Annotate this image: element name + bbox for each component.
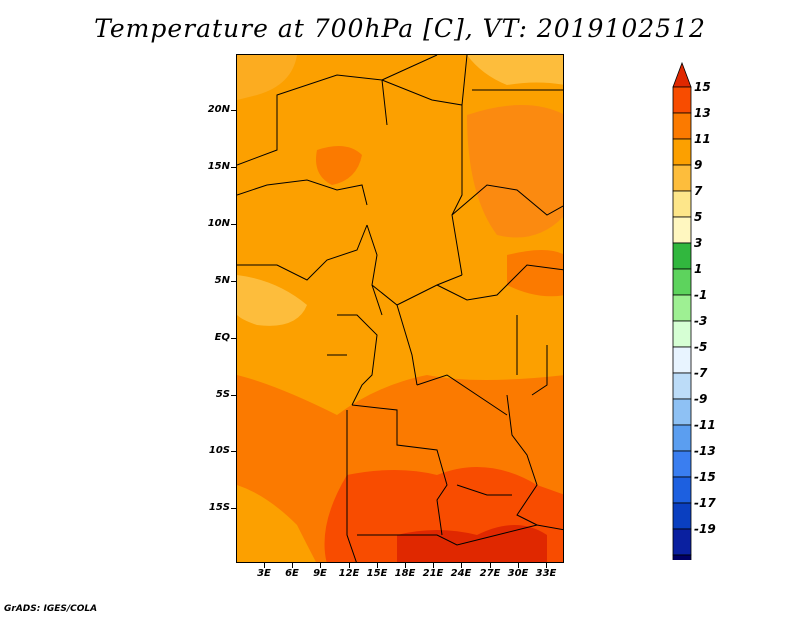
colorbar-label: 7: [694, 184, 703, 198]
lon-label: 33E: [535, 568, 557, 579]
grads-credit: GrADS: IGES/COLA: [4, 604, 98, 614]
colorbar-label: -3: [694, 314, 708, 328]
colorbar-label: 1: [694, 262, 703, 276]
lat-label: 5S: [215, 389, 230, 400]
lat-tick: [231, 110, 236, 111]
colorbar-label: -19: [694, 522, 716, 536]
lon-label: 15E: [366, 568, 388, 579]
colorbar-label: -15: [694, 470, 716, 484]
lat-tick: [231, 395, 236, 396]
colorbar-top-arrow: [672, 61, 692, 88]
lon-label: 30E: [507, 568, 529, 579]
colorbar-box: [672, 372, 692, 400]
lon-tick: [292, 563, 293, 568]
colorbar-box: [672, 138, 692, 166]
lat-tick: [231, 224, 236, 225]
lon-tick: [349, 563, 350, 568]
colorbar-label: -11: [694, 418, 716, 432]
lat-tick: [231, 508, 236, 509]
colorbar-box: [672, 450, 692, 478]
lon-tick: [461, 563, 462, 568]
lon-tick: [433, 563, 434, 568]
lon-label: 3E: [257, 568, 271, 579]
colorbar-label: 13: [694, 106, 711, 120]
colorbar-box: [672, 502, 692, 530]
lat-label: 10S: [208, 445, 230, 456]
lon-label: 12E: [338, 568, 360, 579]
lon-tick: [546, 563, 547, 568]
lat-label: 5N: [214, 275, 230, 286]
colorbar-label: -7: [694, 366, 708, 380]
lat-tick: [231, 451, 236, 452]
colorbar-box: [672, 164, 692, 192]
lon-label: 18E: [394, 568, 416, 579]
colorbar-label: 3: [694, 236, 703, 250]
lat-tick: [231, 167, 236, 168]
lat-label: EQ: [214, 332, 230, 343]
colorbar-box: [672, 190, 692, 218]
lon-label: 21E: [422, 568, 444, 579]
lon-tick: [490, 563, 491, 568]
colorbar-box: [672, 346, 692, 374]
colorbar-box: [672, 242, 692, 270]
colorbar-label: 11: [694, 132, 711, 146]
colorbar-box: [672, 424, 692, 452]
colorbar-label: 5: [694, 210, 703, 224]
colorbar-box: [672, 528, 692, 556]
lat-label: 15S: [208, 502, 230, 513]
colorbar-label: -5: [694, 340, 708, 354]
lat-label: 20N: [207, 104, 230, 115]
lat-label: 15N: [207, 161, 230, 172]
colorbar-label: -13: [694, 444, 716, 458]
colorbar-label: -1: [694, 288, 708, 302]
temperature-field: [237, 55, 563, 562]
colorbar-box: [672, 294, 692, 322]
lat-label: 10N: [207, 218, 230, 229]
lat-tick: [231, 338, 236, 339]
colorbar-box: [672, 476, 692, 504]
lon-tick: [377, 563, 378, 568]
chart-title: Temperature at 700hPa [C], VT: 201910251…: [94, 14, 706, 43]
colorbar-box: [672, 86, 692, 114]
colorbar-box: [672, 268, 692, 296]
colorbar-label: 15: [694, 80, 711, 94]
lat-tick: [231, 281, 236, 282]
colorbar-label: 9: [694, 158, 703, 172]
colorbar-box: [672, 112, 692, 140]
colorbar-box: [672, 554, 692, 560]
lon-tick: [405, 563, 406, 568]
colorbar-box: [672, 398, 692, 426]
colorbar-label: -17: [694, 496, 716, 510]
lon-tick: [518, 563, 519, 568]
lon-label: 24E: [450, 568, 472, 579]
map-panel: [236, 54, 564, 563]
lon-label: 6E: [285, 568, 299, 579]
colorbar: [672, 61, 692, 560]
lon-tick: [320, 563, 321, 568]
lon-tick: [264, 563, 265, 568]
lon-label: 27E: [479, 568, 501, 579]
lon-label: 9E: [313, 568, 327, 579]
colorbar-box: [672, 320, 692, 348]
colorbar-box: [672, 216, 692, 244]
colorbar-label: -9: [694, 392, 708, 406]
